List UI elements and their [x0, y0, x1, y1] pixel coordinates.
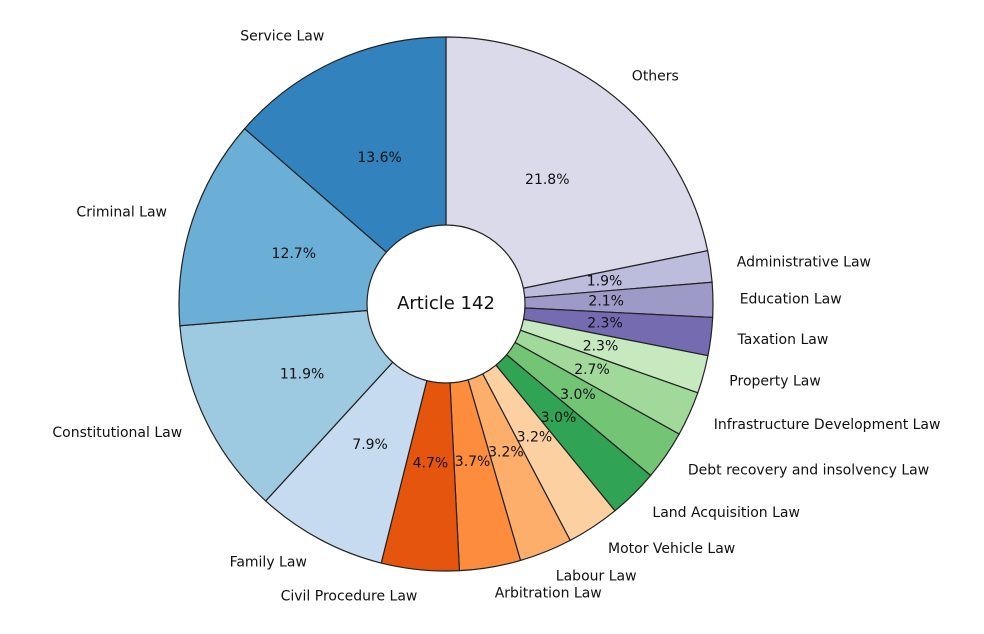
pie-percent-label: 13.6%	[357, 150, 401, 166]
pie-percent-label: 21.8%	[525, 172, 569, 188]
pie-category-label: Property Law	[729, 374, 821, 390]
pie-percent-label: 3.0%	[560, 387, 596, 403]
pie-percent-label: 1.9%	[587, 273, 623, 289]
pie-percent-label: 11.9%	[280, 367, 324, 383]
pie-percent-label: 2.7%	[574, 362, 610, 378]
pie-percent-label: 4.7%	[413, 455, 449, 471]
pie-slice-15	[243, 36, 447, 306]
pie-percent-label: 2.1%	[588, 294, 624, 310]
pie-percent-label: 3.7%	[455, 454, 491, 470]
pie-category-label: Motor Vehicle Law	[608, 541, 735, 557]
pie-category-label: Service Law	[240, 29, 324, 45]
pie-percent-label: 7.9%	[352, 437, 388, 453]
pie-percent-label: 3.2%	[517, 430, 553, 446]
pie-percent-label: 2.3%	[583, 338, 619, 354]
pie-category-label: Arbitration Law	[495, 586, 602, 602]
pie-category-label: Infrastructure Development Law	[714, 417, 941, 433]
donut-hole	[366, 224, 526, 384]
pie-category-label: Land Acquisition Law	[652, 505, 800, 521]
pie-percent-label: 3.2%	[488, 445, 524, 461]
pie-category-label: Criminal Law	[76, 204, 167, 220]
pie-category-label: Education Law	[740, 291, 842, 307]
pie-category-label: Family Law	[230, 555, 307, 571]
center-title: Article 142	[397, 293, 495, 314]
pie-category-label: Constitutional Law	[52, 425, 182, 441]
pie-category-label: Administrative Law	[737, 255, 871, 271]
pie-slice-0	[445, 36, 709, 305]
pie-category-label: Civil Procedure Law	[281, 588, 418, 604]
pie-percent-label: 2.3%	[587, 316, 623, 332]
percent-labels-group: 21.8% 1.9% 2.1% 2.3% 2.3% 2.7% 3.0% 3.0% 3.2%3.2…	[272, 150, 624, 471]
pie-percent-label: 12.7%	[272, 246, 316, 262]
pie-category-label: Taxation Law	[737, 332, 829, 348]
pie-percent-label: 3.0%	[541, 410, 577, 426]
category-labels-group: Others Administrative Law Education Law Tax…	[52, 29, 940, 605]
pie-slice-13	[179, 303, 448, 502]
pie-category-label: Debt recovery and insolvency Law	[688, 463, 929, 479]
pie-category-label: Labour Law	[556, 568, 637, 584]
pie-category-label: Others	[632, 69, 679, 85]
